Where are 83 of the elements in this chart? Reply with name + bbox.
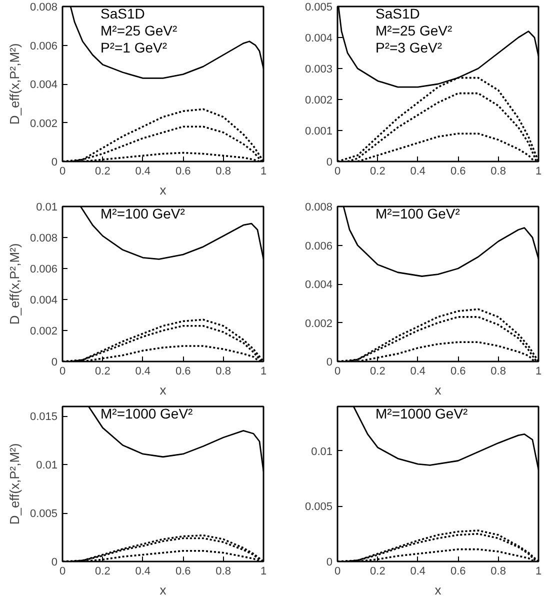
y-tick-label: 0 [51, 356, 58, 368]
y-tick-label: 0.008 [30, 232, 58, 244]
x-axis-title: x [160, 582, 167, 598]
y-tick-label: 0.004 [304, 279, 333, 291]
x-tick-label: 0.2 [95, 166, 110, 178]
y-tick-label: 0.005 [304, 501, 333, 514]
x-tick-label: 0 [59, 566, 66, 578]
annotation: P²=3 GeV² [376, 40, 442, 56]
x-tick-label: 0 [334, 566, 341, 578]
x-tick-label: 0.6 [175, 166, 191, 178]
x-tick-label: 0 [59, 366, 66, 378]
y-tick-label: 0 [326, 156, 333, 168]
y-tick-label: 0 [51, 556, 58, 568]
y-tick-label: 0.006 [304, 240, 333, 252]
y-tick-label: 0.015 [30, 411, 58, 424]
x-tick-label: 0.4 [410, 366, 426, 378]
x-tick-label: 0.6 [175, 566, 191, 578]
y-axis-title: D_eff(x,P²,M²) [6, 443, 22, 525]
y-tick-label: 0.002 [304, 94, 333, 106]
x-tick-label: 0.6 [450, 366, 466, 378]
x-tick-label: 0.8 [490, 166, 506, 178]
y-tick-label: 0 [51, 156, 58, 168]
y-tick-label: 0.004 [304, 32, 333, 44]
x-tick-label: 0.4 [135, 166, 151, 178]
y-tick-label: 0.008 [304, 202, 333, 214]
y-tick-label: 0.004 [30, 294, 58, 306]
y-tick-label: 0.002 [30, 326, 58, 338]
annotation: SaS1D [376, 6, 420, 22]
x-tick-label: 0.2 [95, 566, 110, 578]
y-tick-label: 0.006 [30, 40, 58, 52]
y-tick-label: 0.005 [30, 508, 58, 520]
annotation: P²=1 GeV² [100, 40, 168, 56]
x-tick-label: 1 [260, 166, 267, 178]
y-tick-label: 0.008 [30, 2, 58, 14]
x-tick-label: 0.4 [135, 566, 151, 578]
x-tick-label: 0.6 [450, 566, 466, 578]
x-tick-label: 1 [535, 366, 542, 378]
y-tick-label: 0 [326, 356, 333, 368]
x-tick-label: 0 [59, 166, 66, 178]
y-tick-label: 0.004 [30, 79, 58, 91]
y-tick-label: 0.005 [304, 2, 333, 14]
y-tick-label: 0.002 [304, 318, 333, 330]
y-tick-label: 0.01 [36, 202, 58, 214]
x-tick-label: 1 [260, 366, 267, 378]
x-tick-label: 0.4 [410, 166, 426, 178]
x-tick-label: 0.8 [216, 166, 231, 178]
y-axis-title: D_eff(x,P²,M²) [6, 43, 22, 125]
x-tick-label: 0 [334, 366, 341, 378]
x-tick-label: 1 [535, 166, 542, 178]
x-tick-label: 0.8 [490, 566, 506, 578]
x-tick-label: 0.2 [95, 366, 110, 378]
y-tick-label: 0.001 [304, 126, 333, 138]
x-tick-label: 0.8 [216, 366, 231, 378]
x-axis-title: x [434, 582, 442, 598]
x-tick-label: 0.8 [216, 566, 231, 578]
x-axis-title: x [160, 382, 167, 398]
y-tick-label: 0.002 [30, 118, 58, 130]
y-tick-label: 0.003 [304, 64, 333, 76]
x-tick-label: 0.6 [450, 166, 466, 178]
y-tick-label: 0.01 [36, 460, 58, 472]
x-tick-label: 0 [334, 166, 341, 178]
y-tick-label: 0.006 [30, 264, 58, 276]
x-tick-label: 1 [535, 566, 542, 578]
annotation: M²=25 GeV² [376, 22, 452, 38]
x-tick-label: 1 [260, 566, 267, 578]
x-tick-label: 0.2 [370, 366, 386, 378]
x-axis-title: x [160, 182, 167, 198]
annotation: M²=25 GeV² [100, 22, 178, 38]
annotation: M²=100 GeV² [100, 206, 186, 222]
x-tick-label: 0.4 [410, 566, 426, 578]
x-tick-label: 0.4 [135, 366, 151, 378]
x-axis-title: x [434, 382, 442, 398]
annotation: M²=100 GeV² [376, 206, 460, 222]
x-tick-label: 0.6 [175, 366, 191, 378]
y-tick-label: 0.01 [311, 446, 333, 458]
x-tick-label: 0.8 [490, 366, 506, 378]
y-axis-title: D_eff(x,P²,M²) [6, 243, 22, 325]
x-tick-label: 0.2 [370, 566, 386, 578]
y-tick-label: 0 [326, 556, 333, 568]
annotation: M²=1000 GeV² [100, 406, 194, 422]
annotation: SaS1D [100, 6, 145, 22]
annotation: M²=1000 GeV² [376, 406, 468, 422]
x-tick-label: 0.2 [370, 166, 386, 178]
